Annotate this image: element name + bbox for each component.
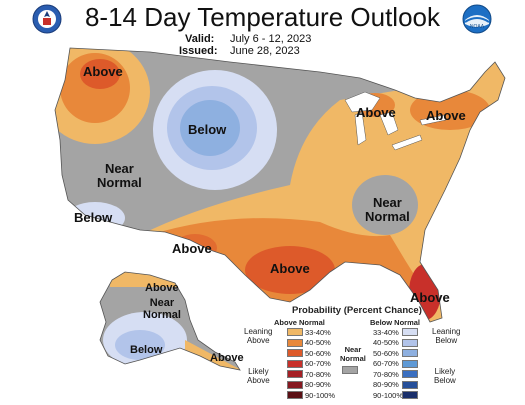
legend-leaning-above: Leaning Above (244, 327, 273, 345)
legend-below-range: 80-90% (373, 380, 399, 389)
lake-superior (344, 91, 381, 113)
legend-above-header: Above Normal (274, 318, 325, 327)
legend-below-swatch (402, 370, 418, 378)
issued-date: June 28, 2023 (230, 45, 300, 57)
legend-above-swatch (287, 380, 303, 389)
legend-below-range: 70-80% (373, 369, 399, 379)
region-label-ak-mid: Near Normal (143, 297, 181, 321)
map-title: 8-14 Day Temperature Outlook (84, 2, 441, 32)
legend-above-swatch (287, 349, 303, 357)
region-label-pnw: Above (83, 64, 123, 79)
issued-label: Issued: (179, 45, 218, 57)
legend-below-swatch (402, 328, 418, 336)
region-label-ak-south: Below (130, 344, 163, 356)
region-label-ak-southeast: Above (210, 352, 244, 364)
region-label-texas-west: Above (172, 241, 212, 256)
region-label-west: Near Normal (97, 161, 142, 190)
legend-above-range: 50-60% (305, 348, 331, 358)
lake-erie (391, 134, 423, 151)
legend-below-range: 90-100% (373, 390, 404, 400)
legend-below-swatch (402, 338, 418, 347)
legend-above-swatch (287, 338, 303, 347)
legend-below-range: 50-60% (373, 348, 399, 358)
region-label-ak-north: Above (145, 282, 179, 294)
region-label-great-lakes: Above (356, 105, 396, 120)
legend-below-swatch (402, 380, 418, 389)
legend-above-range: 33-40% (305, 327, 331, 337)
legend-title: Probability (Percent Chance) (292, 305, 422, 316)
legend-below-swatch (402, 391, 418, 399)
legend-near-normal-label: Near Normal (340, 345, 366, 363)
noaa-logo-text: NOAA (470, 24, 485, 30)
conus-outline (54, 47, 506, 323)
legend-above-range: 60-70% (305, 359, 331, 368)
legend-above-swatch (287, 370, 303, 378)
legend-above-swatch (287, 359, 303, 368)
legend-below-swatch (402, 359, 418, 368)
region-label-socal: Below (74, 210, 113, 225)
region-label-florida: Above (410, 290, 450, 305)
doc-seal-icon (32, 4, 62, 34)
legend-likely-below: Likely Below (434, 367, 456, 385)
alaska-outline (99, 271, 241, 371)
legend-above-range: 90-100% (305, 390, 336, 400)
noaa-logo-icon: NOAA (462, 4, 492, 34)
legend-above-swatch (287, 391, 303, 399)
legend-above-range: 70-80% (305, 369, 331, 379)
legend-leaning-below: Leaning Below (432, 327, 461, 345)
legend-below-header: Below Normal (370, 318, 421, 327)
region-label-gulf: Above (270, 261, 310, 276)
legend-below-swatch (402, 349, 418, 357)
legend-below-range: 60-70% (373, 359, 399, 368)
legend-above-swatch (287, 328, 303, 336)
legend-above-range: 80-90% (305, 380, 331, 389)
region-label-northeast: Above (426, 108, 466, 123)
region-label-north-plains: Below (188, 122, 227, 137)
region-label-ohio-valley: Near Normal (365, 195, 410, 224)
lake-michigan (354, 111, 367, 146)
legend-likely-above: Likely Above (247, 367, 270, 385)
lake-huron (379, 111, 399, 136)
valid-dates: July 6 - 12, 2023 (230, 33, 312, 45)
legend-below-range: 40-50% (373, 338, 399, 347)
legend-near-normal-swatch (342, 366, 358, 374)
legend-below-range: 33-40% (373, 327, 399, 337)
legend-above-range: 40-50% (305, 338, 331, 347)
valid-label: Valid: (185, 33, 215, 45)
lake-ontario (419, 114, 447, 126)
